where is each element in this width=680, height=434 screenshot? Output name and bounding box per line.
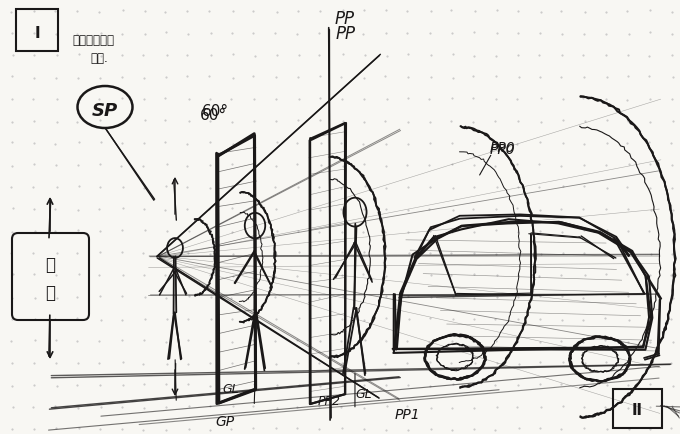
Text: PP1: PP1 xyxy=(395,407,421,421)
Text: 視: 視 xyxy=(45,256,55,273)
Text: PP: PP xyxy=(335,10,355,28)
Text: GL: GL xyxy=(355,387,372,400)
Text: 眼いカメラの: 眼いカメラの xyxy=(72,33,114,46)
Text: SP: SP xyxy=(92,102,118,120)
Text: PP: PP xyxy=(336,25,356,43)
Text: 60°: 60° xyxy=(202,104,229,119)
Text: Ⅱ: Ⅱ xyxy=(632,403,642,418)
Text: GL: GL xyxy=(222,382,239,395)
Text: 点: 点 xyxy=(45,283,55,301)
Text: 60°: 60° xyxy=(200,107,227,122)
Text: PP0: PP0 xyxy=(490,141,515,155)
Text: GP: GP xyxy=(215,414,234,428)
Text: Ⅰ: Ⅰ xyxy=(34,26,40,40)
Text: PP2: PP2 xyxy=(318,394,341,407)
Text: 位置.: 位置. xyxy=(90,51,107,64)
Text: PP0: PP0 xyxy=(490,143,515,157)
